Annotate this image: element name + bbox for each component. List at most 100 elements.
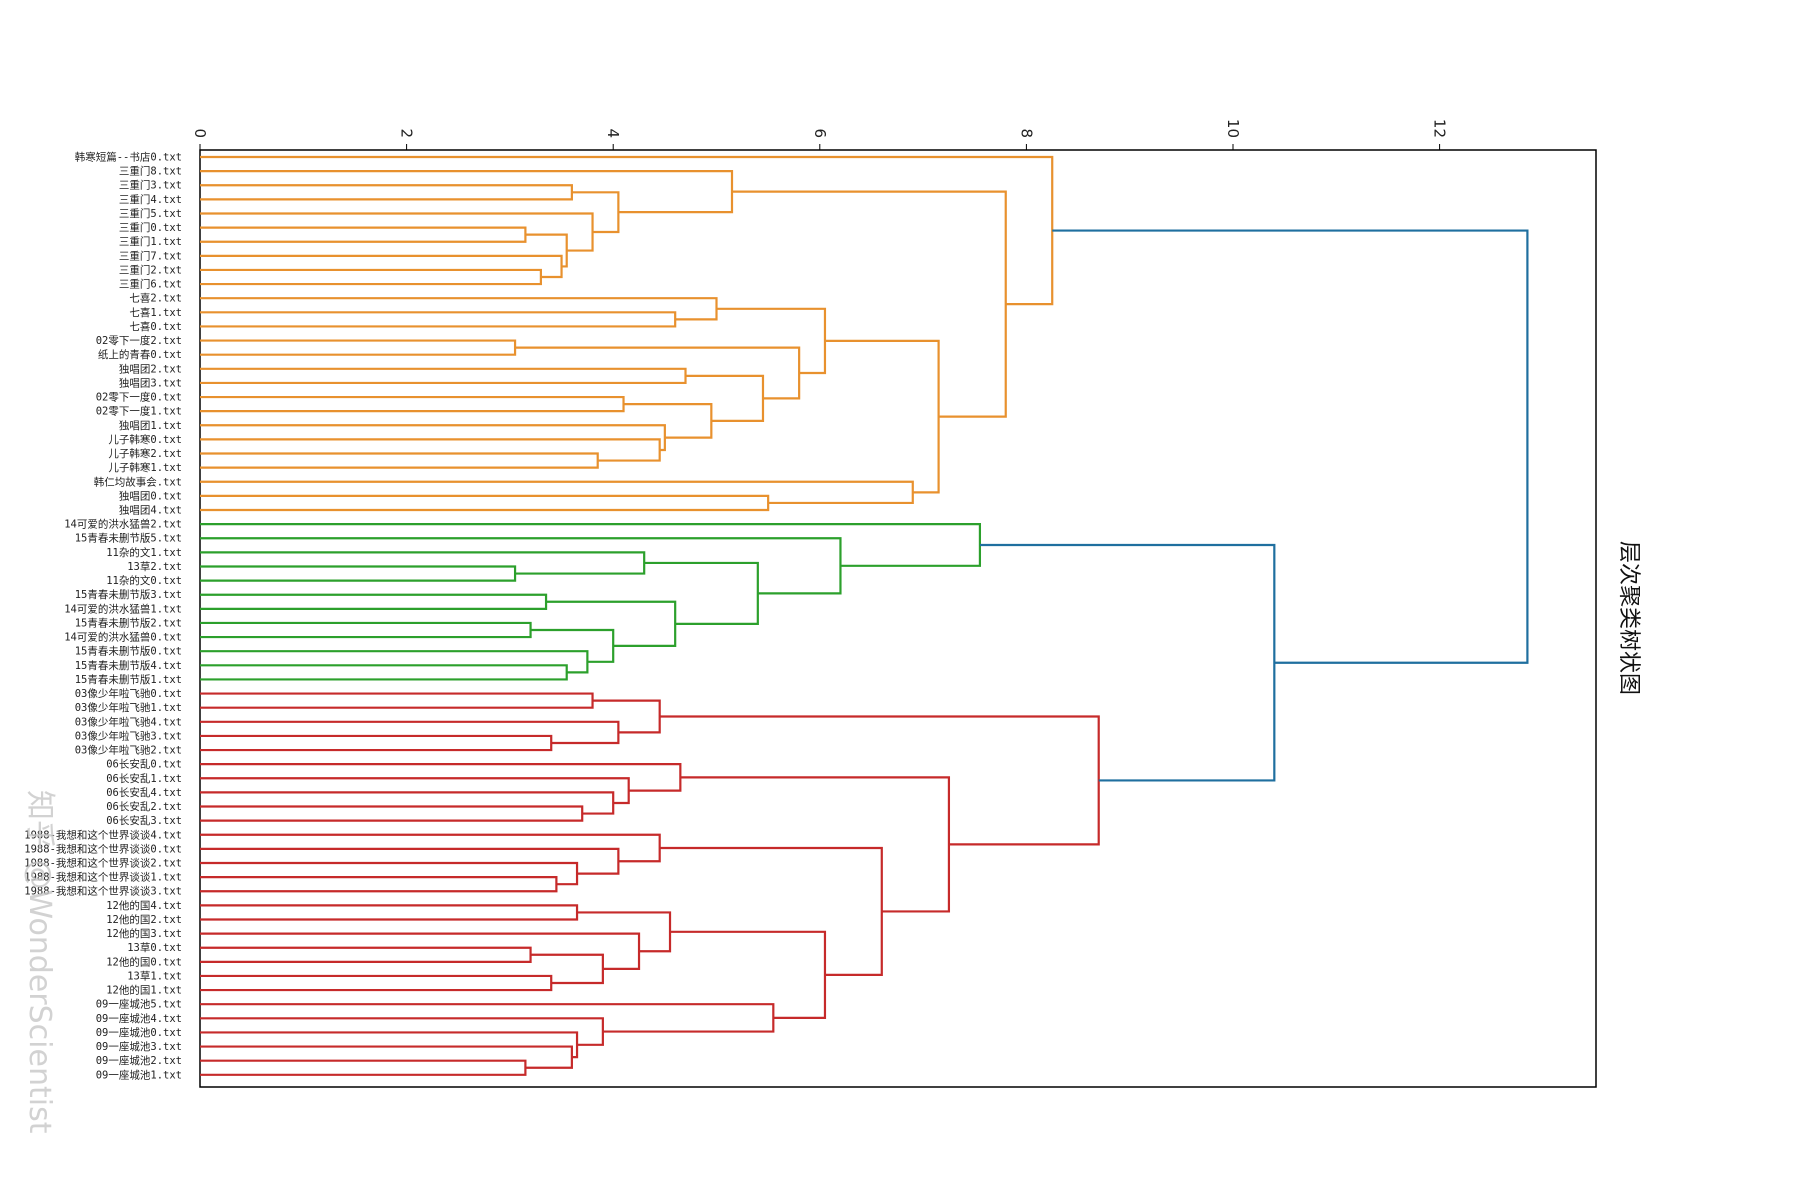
leaf-label: 09一座城池5.txt [96, 998, 182, 1011]
dendrogram-link [530, 628, 615, 663]
leaf-label: 09一座城池3.txt [96, 1040, 182, 1053]
plot-frame [199, 149, 1597, 1088]
dendrogram-link [530, 953, 604, 985]
leaf-label: 09一座城池0.txt [96, 1026, 182, 1039]
leaf-label: 12他的国1.txt [106, 984, 182, 997]
dendrogram-link [200, 438, 661, 462]
dendrogram-link [200, 226, 527, 243]
dendrogram-link [200, 424, 666, 452]
dendrogram-link [200, 946, 532, 963]
dendrogram-link [200, 593, 548, 610]
leaf-label: 15青春未删节版4.txt [75, 659, 182, 672]
leaf-label: 14可爱的洪水猛兽1.txt [64, 602, 182, 615]
leaf-label: 1988-我想和这个世界谈谈2.txt [24, 857, 182, 870]
leaf-label: 1988-我想和这个世界谈谈4.txt [24, 828, 182, 841]
leaf-label: 03像少年啦飞驰4.txt [75, 715, 182, 728]
leaf-label: 13草2.txt [127, 561, 182, 573]
leaf-label: 12他的国4.txt [106, 899, 182, 912]
dendrogram-link [200, 565, 517, 582]
leaf-label: 13草0.txt [127, 942, 182, 954]
leaf-label: 06长安乱0.txt [106, 758, 182, 771]
leaf-label: 纸上的青春0.txt [98, 348, 182, 361]
dendrogram-link [200, 664, 568, 681]
leaf-label: 三重门1.txt [119, 235, 182, 248]
leaf-label: 11杂的文0.txt [106, 574, 182, 587]
leaf-label: 七喜2.txt [129, 292, 182, 305]
dendrogram-link [644, 561, 759, 625]
dendrogram-link [200, 1045, 573, 1069]
dendrogram-link [200, 254, 563, 279]
dendrogram-link [571, 191, 620, 234]
leaf-label: 三重门5.txt [119, 207, 182, 220]
leaf-label: 12他的国3.txt [106, 927, 182, 940]
x-tick-label: 4 [604, 128, 622, 138]
leaf-label: 15青春未删节版0.txt [75, 645, 182, 658]
dendrogram-link [685, 374, 765, 422]
dendrogram-link [200, 791, 615, 815]
leaf-label: 独唱团4.txt [119, 504, 182, 517]
leaf-label: 14可爱的洪水猛兽2.txt [64, 518, 182, 531]
leaf-label: 03像少年啦飞驰0.txt [75, 687, 182, 700]
dendrogram-link [200, 395, 625, 413]
x-tick-label: 2 [398, 128, 416, 138]
leaf-label: 三重门7.txt [119, 249, 182, 262]
dendrogram-link [200, 551, 646, 575]
leaf-label: 1988-我想和这个世界谈谈1.txt [24, 871, 182, 884]
leaf-label: 七喜1.txt [129, 306, 182, 319]
dendrogram-link [659, 715, 1100, 846]
leaf-label: 11杂的文1.txt [106, 546, 182, 559]
leaf-label: 13草1.txt [127, 970, 182, 982]
leaf-label: 三重门0.txt [119, 221, 182, 234]
dendrogram-link [200, 876, 558, 893]
x-tick-label: 6 [811, 128, 829, 138]
leaf-label: 独唱团0.txt [119, 489, 182, 502]
leaf-label: 三重门4.txt [119, 193, 182, 206]
leaf-label: 1988-我想和这个世界谈谈0.txt [24, 842, 182, 855]
dendrogram-link [200, 367, 687, 385]
leaf-label: 09一座城池4.txt [96, 1012, 182, 1025]
x-tick-label: 0 [191, 128, 209, 138]
dendrogram-link [716, 307, 827, 375]
watermark-text: 知乎 @WonderScientist [22, 790, 57, 1134]
dendrogram-link [200, 1031, 579, 1059]
dendrogram-link [546, 600, 677, 648]
leaf-label: 独唱团1.txt [119, 419, 182, 432]
dendrogram-link [200, 1059, 527, 1076]
dendrogram-link [200, 155, 1054, 306]
leaf-label: 15青春未删节版2.txt [75, 616, 182, 629]
leaf-label: 14可爱的洪水猛兽0.txt [64, 631, 182, 644]
dendrogram-link [200, 452, 599, 469]
leaf-label: 09一座城池1.txt [96, 1068, 182, 1081]
leaf-label: 03像少年啦飞驰1.txt [75, 701, 182, 714]
dendrogram-link [200, 311, 677, 328]
dendrogram-link [200, 861, 579, 886]
dendrogram-link [200, 339, 517, 356]
dendrogram-link [200, 480, 914, 505]
dendrogram-link [680, 776, 951, 913]
leaf-label: 06长安乱3.txt [106, 814, 182, 827]
dendrogram-link [515, 346, 801, 400]
leaf-label: 15青春未删节版5.txt [75, 532, 182, 545]
leaf-label: 1988-我想和这个世界谈谈3.txt [24, 885, 182, 898]
dendrogram-link [200, 777, 630, 805]
leaf-label: 09一座城池2.txt [96, 1054, 182, 1067]
dendrogram-link [200, 720, 620, 745]
dendrogram-link [979, 543, 1276, 782]
chart-title: 层次聚类树状图 [1616, 541, 1641, 695]
leaf-label: 03像少年啦飞驰3.txt [75, 729, 182, 742]
leaf-label: 三重门2.txt [119, 263, 182, 276]
leaf-label: 三重门8.txt [119, 165, 182, 178]
dendrogram-link [824, 339, 940, 494]
leaf-label: 02零下一度0.txt [96, 391, 182, 404]
leaf-label: 12他的国0.txt [106, 955, 182, 968]
dendrogram-link [577, 911, 672, 953]
x-axis-ticks: 0 2 4 6 8 10 12 [191, 119, 1449, 150]
dendrogram-link [200, 904, 579, 921]
leaf-label: 02零下一度1.txt [96, 405, 182, 418]
dendrogram-link [200, 847, 620, 875]
dendrogram-link [200, 494, 770, 512]
x-tick-label: 12 [1431, 119, 1449, 138]
leaf-label: 06长安乱1.txt [106, 772, 182, 785]
dendrogram-link [200, 932, 641, 970]
